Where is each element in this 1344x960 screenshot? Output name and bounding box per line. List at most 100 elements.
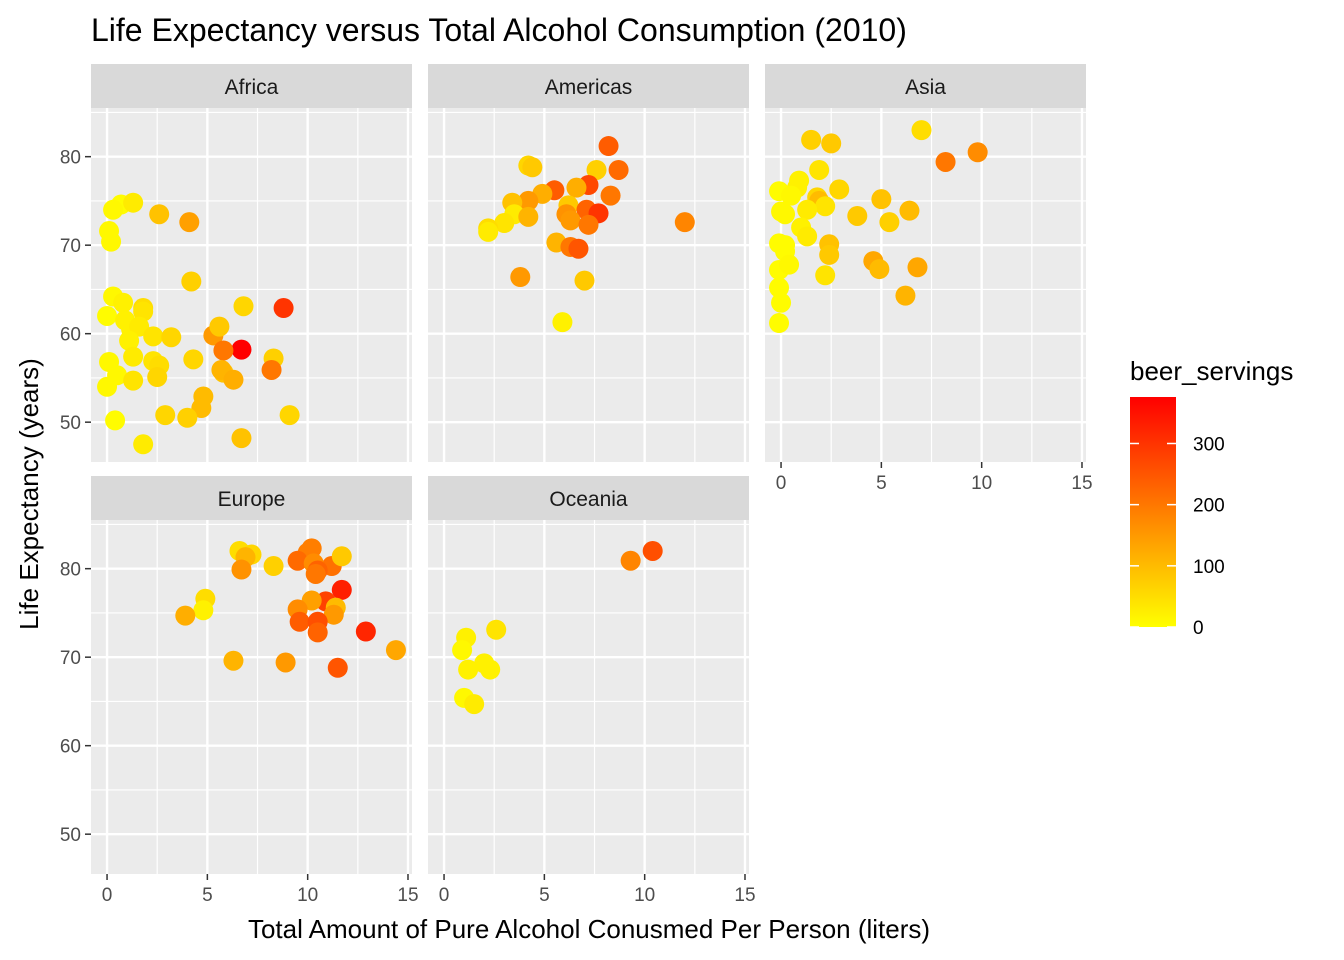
x-tick-label: 10	[297, 885, 318, 906]
data-point	[97, 305, 118, 326]
data-point	[935, 151, 956, 172]
data-point	[815, 265, 836, 286]
facet-panel-asia: Asia 0 5 10 15	[765, 64, 1093, 494]
facet-label: Americas	[545, 76, 633, 99]
data-point	[177, 407, 198, 428]
data-point	[231, 559, 252, 580]
data-point	[261, 359, 282, 380]
data-point	[480, 659, 501, 680]
data-point	[279, 405, 300, 426]
data-point	[566, 177, 587, 198]
data-point	[327, 657, 348, 678]
x-tick-label: 10	[634, 885, 655, 906]
x-tick-label: 5	[539, 885, 550, 906]
data-point	[113, 292, 134, 313]
facet-strip	[765, 64, 1086, 108]
data-point	[578, 214, 599, 235]
data-point	[797, 199, 818, 220]
data-point	[494, 213, 515, 234]
legend-tick-label: 0	[1193, 618, 1204, 639]
data-point	[769, 277, 790, 298]
data-point	[101, 231, 122, 252]
data-point	[907, 257, 928, 278]
data-point	[289, 611, 310, 632]
data-point	[119, 330, 140, 351]
data-point	[223, 369, 244, 390]
data-point	[331, 546, 352, 567]
facet-label: Oceania	[549, 488, 628, 511]
data-point	[129, 316, 150, 337]
x-tick-label: 15	[1071, 473, 1092, 494]
data-point	[809, 159, 830, 180]
data-point	[275, 652, 296, 673]
data-point	[105, 410, 126, 431]
data-point	[518, 190, 539, 211]
data-point	[560, 210, 581, 231]
data-point	[181, 271, 202, 292]
x-tick-label: 0	[102, 885, 113, 906]
legend-title: beer_servings	[1130, 356, 1293, 386]
data-point	[123, 370, 144, 391]
panel-background	[91, 108, 412, 462]
data-point	[175, 605, 196, 626]
x-tick-label: 15	[397, 885, 418, 906]
data-point	[911, 120, 932, 141]
y-tick-label: 50	[60, 413, 81, 434]
data-point	[598, 136, 619, 157]
data-point	[518, 206, 539, 227]
data-point	[967, 142, 988, 163]
y-tick-label: 60	[60, 737, 81, 758]
facet-panel-africa: Africa 50 60 70 80	[60, 64, 412, 462]
data-point	[458, 659, 479, 680]
x-tick-label: 5	[202, 885, 213, 906]
legend-colorbar	[1130, 397, 1176, 627]
data-point	[769, 313, 790, 334]
data-point	[600, 185, 621, 206]
data-point	[123, 192, 144, 213]
data-point	[620, 550, 641, 571]
x-tick-label: 10	[971, 473, 992, 494]
data-point	[781, 185, 802, 206]
data-point	[452, 640, 473, 661]
facet-label: Europe	[218, 488, 286, 511]
data-point	[478, 221, 499, 242]
legend-tick-label: 100	[1193, 557, 1225, 578]
facet-strip	[428, 64, 749, 108]
data-point	[815, 196, 836, 217]
y-tick-label: 50	[60, 825, 81, 846]
data-point	[642, 540, 663, 561]
data-point	[510, 267, 531, 288]
data-point	[179, 212, 200, 233]
panel-background	[765, 108, 1086, 462]
data-point	[819, 244, 840, 265]
x-axis-title: Total Amount of Pure Alcohol Conusmed Pe…	[248, 914, 930, 944]
data-point	[797, 226, 818, 247]
data-point	[331, 579, 352, 600]
x-tick-label: 15	[734, 885, 755, 906]
data-point	[821, 133, 842, 154]
data-point	[775, 204, 796, 225]
data-point	[193, 600, 214, 621]
data-point	[869, 259, 890, 280]
panel-background	[428, 520, 749, 874]
data-point	[779, 254, 800, 275]
facet-panel-americas: Americas	[428, 64, 749, 462]
data-point	[586, 159, 607, 180]
data-point	[847, 205, 868, 226]
facet-panel-oceania: Oceania 0 5 10 15	[428, 476, 756, 906]
data-point	[552, 312, 573, 333]
data-point	[464, 694, 485, 715]
chart-title: Life Expectancy versus Total Alcohol Con…	[91, 12, 907, 48]
data-point	[568, 238, 589, 259]
data-point	[231, 339, 252, 360]
data-point	[574, 270, 595, 291]
data-point	[307, 622, 328, 643]
data-point	[147, 367, 168, 388]
data-point	[323, 604, 344, 625]
x-tick-label: 0	[776, 473, 787, 494]
x-tick-label: 5	[876, 473, 887, 494]
legend-tick-label: 200	[1193, 496, 1225, 517]
data-point	[355, 621, 376, 642]
